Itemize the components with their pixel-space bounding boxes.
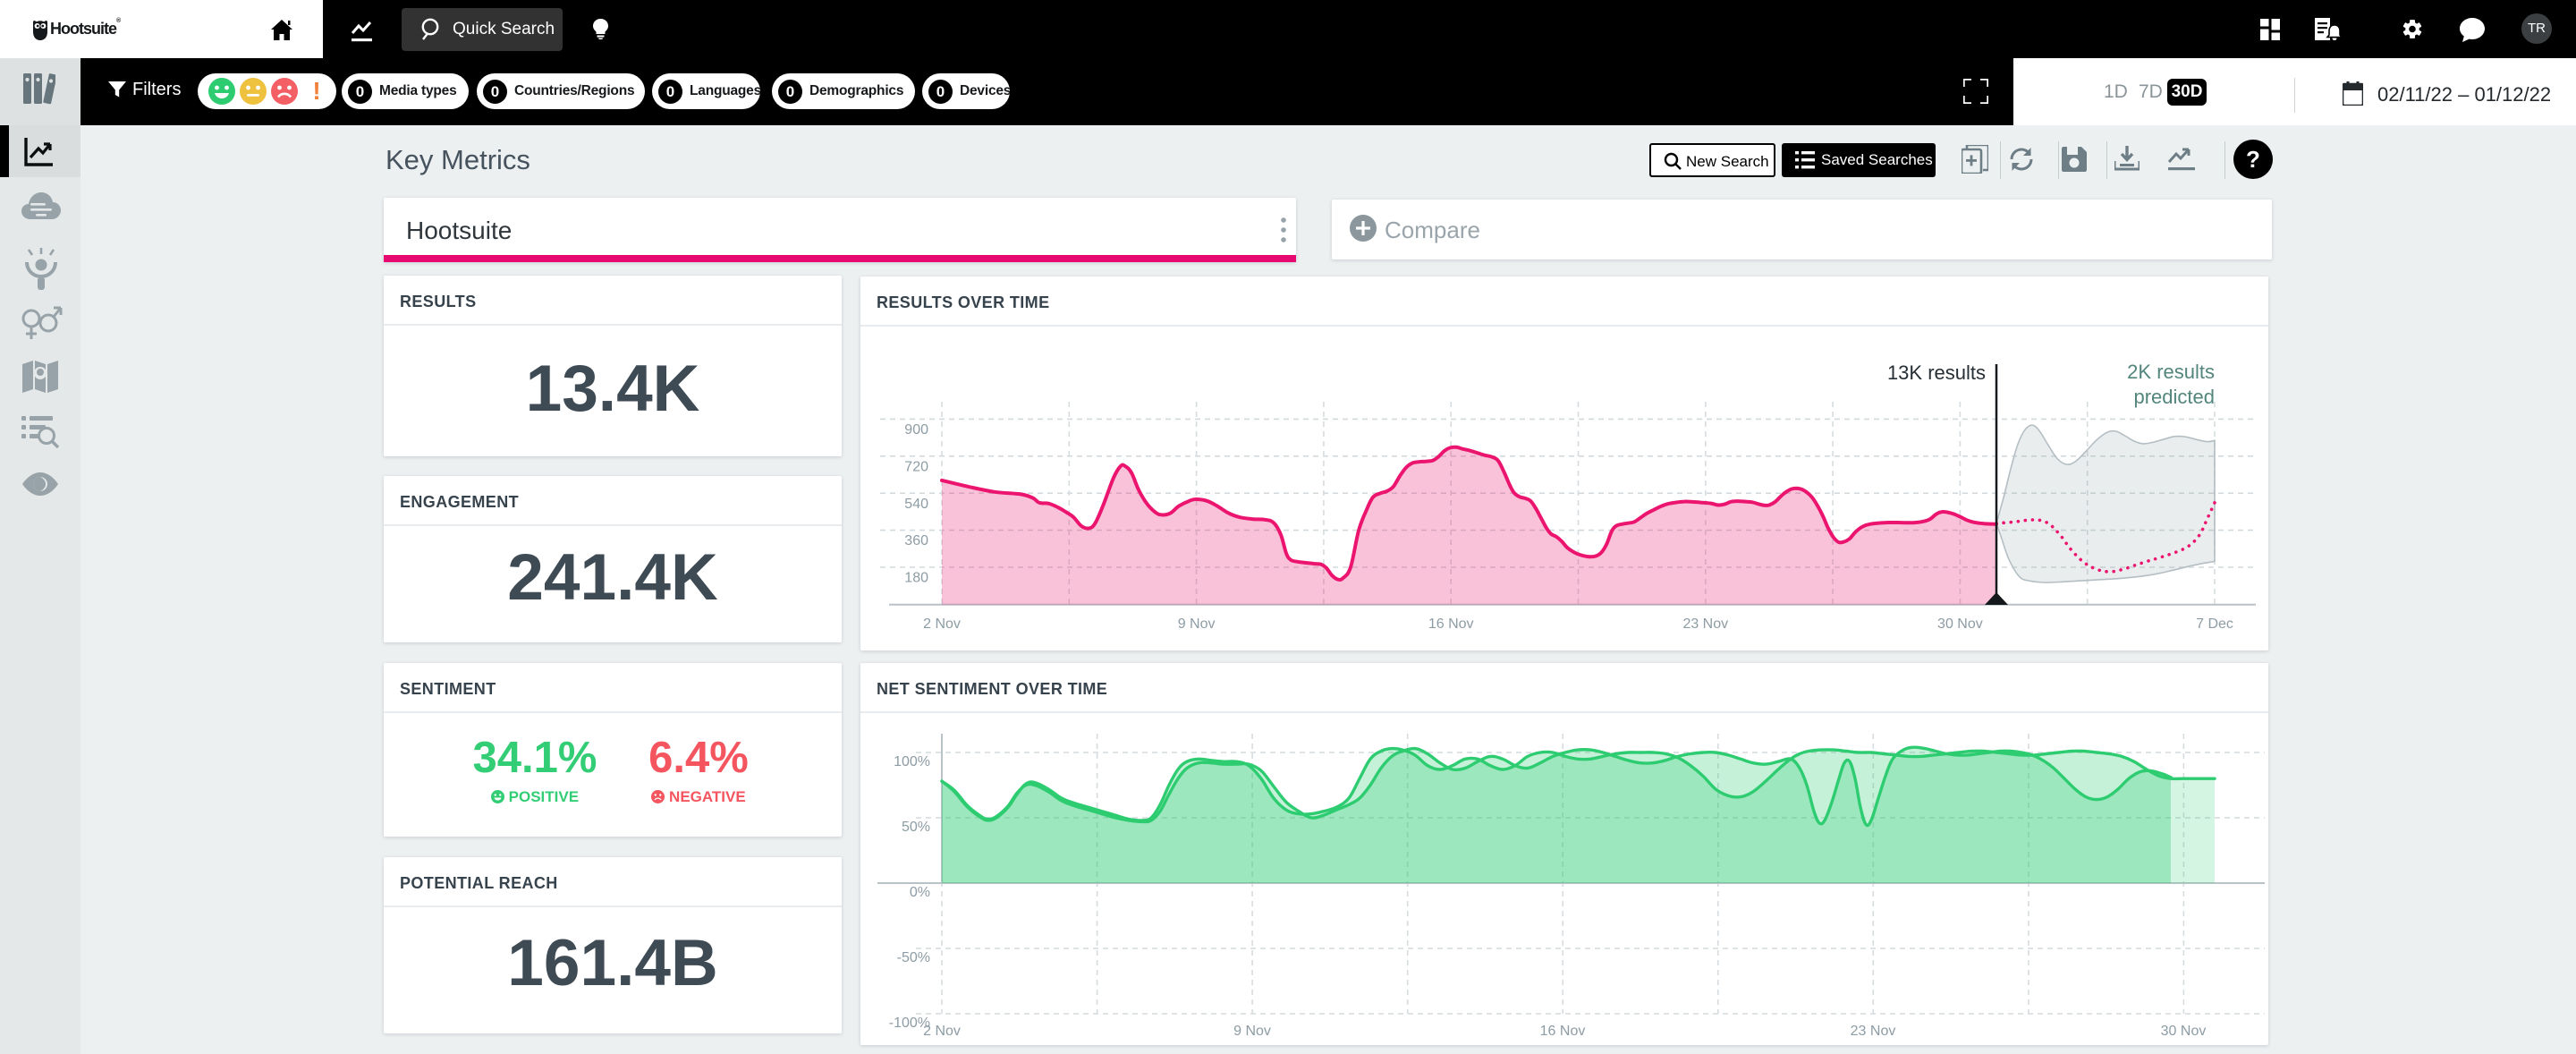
svg-text:540: 540 xyxy=(904,497,928,512)
svg-text:23 Nov: 23 Nov xyxy=(1851,1024,1896,1039)
svg-text:9 Nov: 9 Nov xyxy=(1178,616,1216,632)
svg-text:360: 360 xyxy=(904,533,928,548)
svg-text:13K results: 13K results xyxy=(1887,361,1986,384)
svg-text:180: 180 xyxy=(904,571,928,586)
svg-text:7 Dec: 7 Dec xyxy=(2196,616,2233,632)
svg-text:-100%: -100% xyxy=(889,1016,930,1031)
svg-text:!: ! xyxy=(312,78,320,105)
svg-text:2K results: 2K results xyxy=(2127,361,2215,383)
svg-text:50%: 50% xyxy=(902,820,930,835)
svg-text:720: 720 xyxy=(904,459,928,474)
svg-text:16 Nov: 16 Nov xyxy=(1540,1024,1586,1039)
svg-text:900: 900 xyxy=(904,422,928,438)
svg-text:30 Nov: 30 Nov xyxy=(2161,1024,2207,1039)
svg-text:2 Nov: 2 Nov xyxy=(923,616,961,632)
svg-text:9 Nov: 9 Nov xyxy=(1233,1024,1271,1039)
svg-text:16 Nov: 16 Nov xyxy=(1428,616,1474,632)
svg-text:predicted: predicted xyxy=(2133,386,2215,408)
svg-text:2 Nov: 2 Nov xyxy=(923,1024,961,1039)
svg-text:30 Nov: 30 Nov xyxy=(1937,616,1983,632)
svg-text:0%: 0% xyxy=(910,885,930,900)
svg-text:23 Nov: 23 Nov xyxy=(1682,616,1728,632)
svg-text:-50%: -50% xyxy=(897,950,930,965)
svg-text:100%: 100% xyxy=(894,754,930,769)
